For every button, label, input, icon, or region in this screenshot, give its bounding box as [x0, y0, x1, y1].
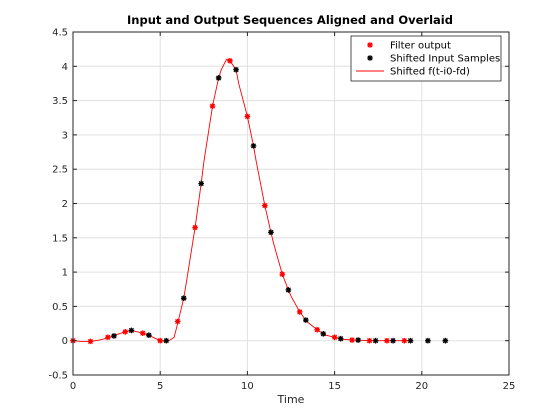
shifted-input-point: [337, 335, 344, 342]
grid: [73, 32, 509, 375]
axis-ticks: 0 5 10 15 20 25-0.500.511.522.533.544.5: [48, 28, 515, 393]
filter-output-point: [262, 202, 268, 209]
y-tick-label: 0.5: [52, 302, 68, 313]
filter-output-point: [331, 334, 338, 341]
filter-output-point: [139, 330, 146, 336]
filter-output-point: [192, 224, 198, 231]
legend-label: Shifted Input Samples: [390, 54, 500, 65]
filter-output-point: [296, 309, 303, 315]
shifted-input-point: [442, 337, 449, 344]
filter-output-point: [174, 318, 181, 325]
shifted-input-point: [250, 143, 257, 149]
legend: Filter output Shifted Input Samples Shifte…: [350, 35, 502, 82]
y-tick-label: 2: [62, 199, 68, 210]
shifted-input-point: [372, 337, 379, 344]
shifted-input-point: [303, 317, 309, 323]
shifted-input-point: [180, 295, 187, 301]
x-tick-label: 15: [328, 381, 341, 392]
y-tick-label: 1.5: [52, 233, 68, 244]
legend-marker-filter-output: [367, 42, 373, 48]
shifted-input-point: [198, 180, 204, 187]
legend-marker-shifted-input: [367, 55, 373, 61]
x-axis-label: Time: [277, 393, 305, 406]
y-tick-label: 4: [62, 62, 68, 73]
y-tick-label: 2.5: [52, 165, 68, 176]
filter-output-point: [349, 337, 355, 343]
y-tick-label: 4.5: [52, 28, 68, 39]
shifted-input-point: [268, 229, 274, 236]
y-tick-label: 1: [62, 268, 68, 279]
shifted-input-point: [128, 327, 135, 334]
x-tick-label: 0: [70, 381, 76, 392]
x-tick-label: 5: [157, 381, 163, 392]
legend-label: Filter output: [390, 41, 451, 52]
filter-output-point: [244, 113, 251, 120]
filter-output-point: [87, 338, 94, 345]
x-tick-label: 10: [241, 381, 254, 392]
shifted-input-point: [425, 337, 431, 344]
y-tick-label: 3.5: [52, 96, 68, 107]
x-tick-label: 25: [503, 381, 516, 392]
filter-output-point: [227, 58, 233, 64]
shifted-input-point: [233, 66, 239, 73]
y-tick-label: 3: [62, 130, 68, 141]
x-tick-label: 20: [415, 381, 428, 392]
legend-box: [350, 35, 502, 82]
filter-output-point: [157, 337, 163, 344]
filter-output-point: [279, 271, 286, 277]
filter-output-point: [401, 337, 408, 344]
shifted-input-point: [355, 337, 361, 343]
shifted-input-point: [285, 287, 292, 293]
shifted-input-point: [215, 75, 222, 81]
chart-title: Input and Output Sequences Aligned and O…: [127, 13, 453, 27]
legend-label: Shifted f(t-i0-fd): [390, 67, 470, 78]
shifted-input-point: [163, 337, 170, 344]
y-tick-label: -0.5: [48, 371, 68, 382]
shifted-input-point: [320, 331, 327, 337]
filter-output-point: [122, 328, 129, 335]
y-tick-label: 0: [62, 336, 68, 347]
shifted-input-point: [407, 337, 414, 344]
plot-area: [70, 58, 449, 345]
filter-output-point: [366, 337, 373, 344]
shifted-input-point: [390, 337, 396, 344]
shifted-input-point: [146, 332, 152, 339]
filter-output-point: [209, 103, 216, 109]
shifted-input-point: [111, 333, 117, 339]
filter-output-point: [384, 337, 390, 344]
filter-output-point: [314, 326, 320, 333]
filter-output-point: [105, 334, 111, 341]
